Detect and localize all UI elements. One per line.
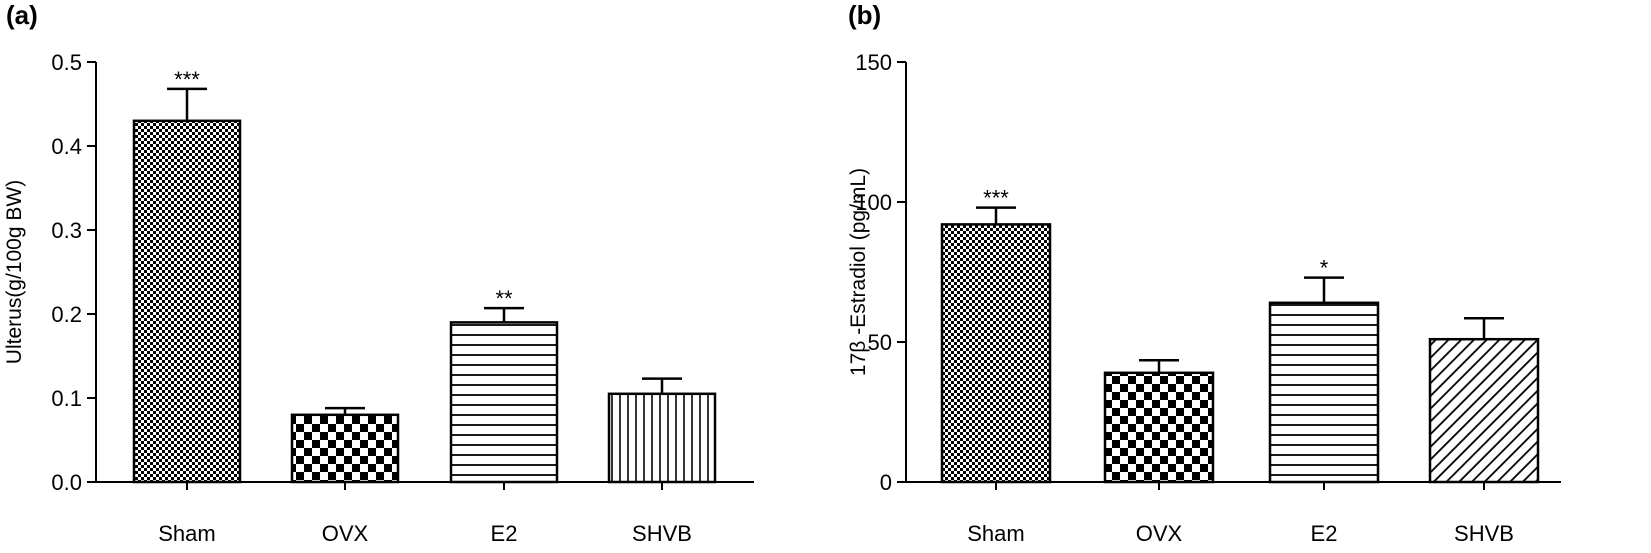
panel-a-error-bar-shvb: [642, 377, 682, 394]
panel-a-significance-e2: **: [495, 286, 513, 311]
panel-a-bar-ovx: [290, 413, 400, 484]
panel-b-y-tick-label: 100: [855, 190, 892, 215]
panel-a-y-axis-title: Ulterus(g/100g BW): [3, 180, 26, 364]
panel-b-bar-sham: [940, 223, 1052, 484]
panel-b-category-label: Sham: [967, 521, 1024, 546]
panel-a-significance-sham: ***: [174, 67, 200, 92]
panel-b-bar-shvb: [1428, 337, 1540, 484]
panel-a-error-bar-e2: [484, 306, 524, 323]
panel-b-bar-e2: [1268, 301, 1380, 484]
panel-a-bar-sham: [132, 119, 242, 484]
panel-a-y-tick-label: 0.1: [51, 386, 82, 411]
panel-a-y-tick-label: 0.0: [51, 470, 82, 495]
panel-a-error-bar-ovx: [325, 406, 365, 415]
panel-a-bar-e2: [449, 321, 559, 484]
panel-b-category-label: OVX: [1136, 521, 1183, 546]
panel-b-significance-sham: ***: [983, 186, 1009, 211]
panel-b-category-label: E2: [1311, 521, 1338, 546]
panel-b-significance-e2: *: [1320, 256, 1329, 281]
panel-a-label: (a): [6, 0, 38, 30]
panel-b-label: (b): [848, 0, 881, 30]
panel-a-category-label: E2: [491, 521, 518, 546]
panel-b-error-bar-ovx: [1139, 358, 1179, 373]
panel-a-y-tick-label: 0.3: [51, 218, 82, 243]
panel-b-bar-ovx: [1103, 371, 1215, 484]
panel-a: (a) Ulterus(g/100g BW) 0.0 0.1 0.2 0.3 0.4 0.…: [3, 0, 754, 546]
panel-a-y-tick-label: 0.5: [51, 50, 82, 75]
panel-a-category-label: OVX: [322, 521, 369, 546]
panel-b-y-tick-label: 150: [855, 50, 892, 75]
panel-b: (b) 17β -Estradiol (pg/mL) 0 50 100 150 *** S…: [847, 0, 1561, 546]
panel-a-error-bar-sham: [167, 87, 207, 121]
panel-a-category-label: Sham: [158, 521, 215, 546]
panel-b-category-label: SHVB: [1454, 521, 1514, 546]
panel-a-category-label: SHVB: [632, 521, 692, 546]
panel-b-error-bar-sham: [976, 206, 1016, 225]
panel-b-y-tick-label: 0: [880, 470, 892, 495]
panel-a-y-tick-label: 0.2: [51, 302, 82, 327]
panel-b-y-tick-label: 50: [868, 330, 892, 355]
panel-b-y-axis-title: 17β -Estradiol (pg/mL): [847, 168, 870, 376]
panel-b-error-bar-shvb: [1464, 316, 1504, 340]
panel-b-error-bar-e2: [1304, 276, 1344, 303]
panel-a-y-tick-label: 0.4: [51, 134, 82, 159]
panel-a-bar-shvb: [607, 392, 717, 484]
